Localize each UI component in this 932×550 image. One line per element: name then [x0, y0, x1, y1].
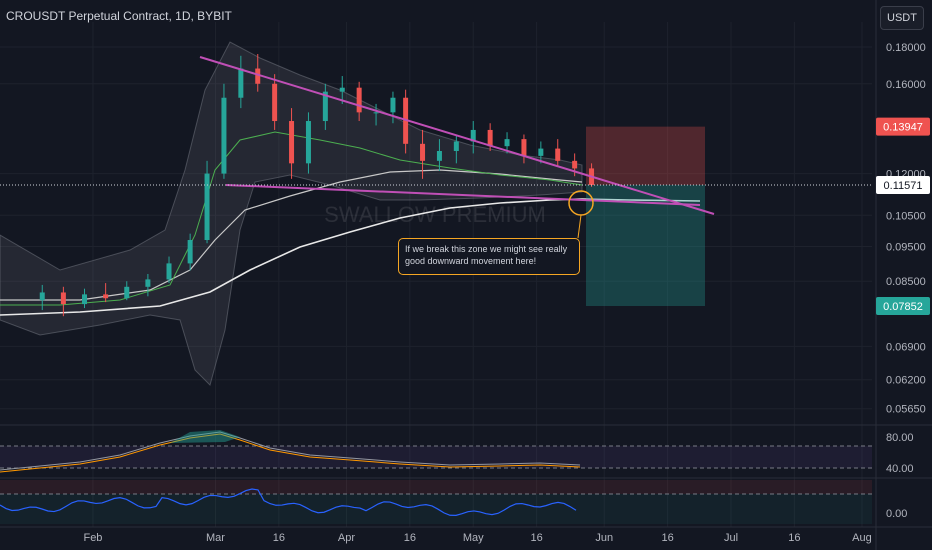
- chart-title: CROUSDT Perpetual Contract, 1D, BYBIT: [6, 9, 232, 23]
- x-tick-label: 16: [661, 532, 673, 544]
- rsi-tick-label: 40.00: [886, 463, 914, 475]
- macd-lower-zone: [0, 494, 872, 524]
- x-tick-label: Apr: [338, 532, 355, 544]
- price-badge-label: 0.07852: [883, 301, 923, 313]
- x-tick-label: May: [463, 532, 484, 544]
- candle-body: [82, 294, 88, 305]
- trade-zones: [586, 126, 705, 306]
- y-tick-label: 0.16000: [886, 79, 926, 91]
- candle-body: [322, 91, 328, 122]
- y-tick-label: 0.18000: [886, 42, 926, 54]
- candle-body: [255, 68, 261, 84]
- stop-loss-zone: [586, 126, 705, 185]
- price-badges: 0.13947 0.11571 0.07852: [876, 117, 930, 315]
- rsi-overbought-fill: [170, 430, 240, 443]
- rsi-band: [0, 446, 872, 468]
- x-tick-label: Jul: [724, 532, 738, 544]
- candle-body: [487, 129, 493, 147]
- price-badge: [876, 175, 930, 194]
- candle-body: [521, 139, 527, 156]
- x-tick-label: 16: [530, 532, 542, 544]
- y-tick-label: 0.10500: [886, 210, 926, 222]
- y-tick-label: 0.06200: [886, 375, 926, 387]
- candle-body: [305, 121, 311, 164]
- price-badge-label: 0.11571: [884, 180, 923, 192]
- candle-body: [187, 240, 193, 264]
- x-tick-label: Jun: [595, 532, 613, 544]
- candle-body: [356, 87, 362, 113]
- bollinger-bands: [0, 41, 583, 386]
- macd-tick-label: 0.00: [886, 508, 907, 520]
- candle-body: [124, 286, 130, 299]
- bollinger-envelope: [0, 41, 583, 386]
- ma-fast: [0, 131, 583, 306]
- candle-body: [373, 112, 379, 114]
- x-tick-label: Feb: [83, 532, 102, 544]
- ma-medium: [0, 169, 583, 301]
- watermark: SWALLOW PREMIUM: [324, 202, 546, 227]
- candle-body: [103, 294, 109, 299]
- y-tick-label: 0.05650: [886, 404, 926, 416]
- candle-body: [289, 121, 295, 164]
- x-tick-label: Mar: [206, 532, 225, 544]
- candle-body: [39, 292, 45, 301]
- candle-body: [339, 87, 345, 92]
- candle-body: [145, 279, 151, 287]
- macd-line: [0, 488, 577, 516]
- candle-body: [453, 141, 459, 151]
- candle-body: [221, 97, 227, 174]
- candle-body: [238, 68, 244, 98]
- candle-body: [272, 83, 278, 122]
- price-badge: [876, 117, 930, 136]
- rsi-signal-line: [0, 433, 581, 473]
- time-axis: Feb Mar 16 Apr 16 May 16 Jun 16 Jul 16 Aug: [0, 526, 932, 544]
- candle-body: [436, 150, 442, 161]
- candle-body: [390, 97, 396, 113]
- trend-lines: [0, 56, 872, 215]
- candle-body: [470, 129, 476, 142]
- price-badge-label: 0.13947: [883, 122, 923, 134]
- price-badge: [876, 296, 930, 315]
- x-tick-label: 16: [788, 532, 800, 544]
- candle-body: [504, 139, 510, 147]
- candle-body: [572, 160, 578, 169]
- y-tick-label: 0.09500: [886, 242, 926, 254]
- macd-upper-zone: [0, 480, 872, 494]
- candle-body: [166, 263, 172, 280]
- y-tick-label: 0.08500: [886, 276, 926, 288]
- rsi-line: [0, 431, 581, 471]
- x-tick-label: 16: [404, 532, 416, 544]
- descending-resistance-line: [199, 56, 715, 215]
- candle-body: [538, 148, 544, 156]
- candle-body: [60, 292, 66, 305]
- annotation-callout: If we break this zone we might see reall…: [398, 238, 580, 275]
- currency-button[interactable]: USDT: [880, 6, 924, 30]
- support-line: [225, 184, 701, 206]
- candle-body: [204, 173, 210, 241]
- candle-body: [555, 148, 561, 161]
- x-tick-label: Aug: [852, 532, 872, 544]
- candle-body: [420, 143, 426, 161]
- y-tick-label: 0.06900: [886, 341, 926, 353]
- callout-connector: [577, 214, 582, 239]
- oscillator-panels: 80.00 40.00 0.00: [0, 424, 932, 524]
- x-tick-label: 16: [273, 532, 285, 544]
- rsi-tick-label: 80.00: [886, 432, 914, 444]
